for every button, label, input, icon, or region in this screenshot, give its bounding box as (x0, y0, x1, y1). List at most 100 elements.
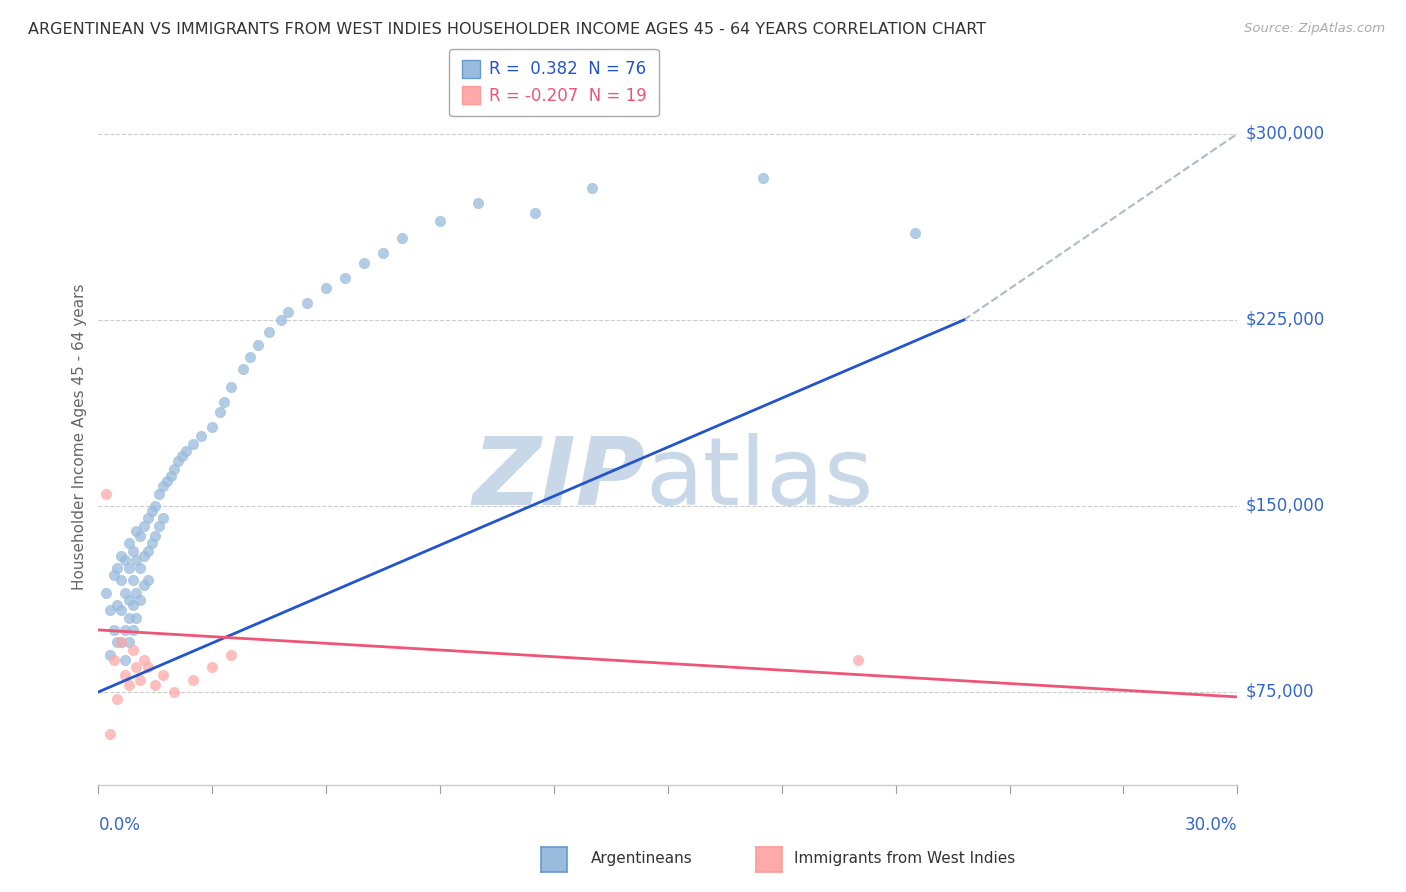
Text: Immigrants from West Indies: Immigrants from West Indies (794, 851, 1015, 865)
Point (846, 653, 869, 667)
Point (121, 642, 143, 657)
Text: $75,000: $75,000 (1246, 683, 1315, 701)
Point (141, 504, 163, 518)
Point (118, 593, 141, 607)
Point (125, 585, 148, 599)
Text: 0.0%: 0.0% (98, 816, 141, 834)
Point (118, 610, 141, 624)
Point (183, 673, 205, 687)
Point (110, 635, 132, 649)
Point (148, 486, 170, 500)
Point (129, 673, 152, 687)
Point (221, 380, 243, 394)
Point (335, 270, 357, 285)
Point (110, 574, 132, 588)
Point (212, 394, 235, 409)
Y-axis label: Householder Income Ages 45 - 64 years: Householder Income Ages 45 - 64 years (72, 284, 87, 591)
Point (277, 305, 299, 319)
Point (98, 603, 121, 617)
Point (524, 206, 547, 220)
Point (121, 598, 143, 612)
Point (429, 213, 451, 227)
Point (125, 610, 148, 624)
Point (467, 196, 489, 211)
Point (174, 444, 197, 458)
Text: $150,000: $150,000 (1246, 497, 1324, 515)
Point (152, 511, 174, 525)
Point (353, 256, 375, 270)
Point (125, 524, 148, 538)
Point (110, 549, 132, 563)
Text: ZIP: ZIP (472, 433, 645, 524)
Point (201, 660, 224, 674)
Text: ARGENTINEAN VS IMMIGRANTS FROM WEST INDIES HOUSEHOLDER INCOME AGES 45 - 64 YEARS: ARGENTINEAN VS IMMIGRANTS FROM WEST INDI… (28, 22, 986, 37)
Point (239, 350, 262, 364)
Point (246, 337, 269, 351)
Point (121, 574, 143, 588)
Point (159, 469, 181, 483)
Point (129, 561, 152, 575)
Point (221, 648, 243, 662)
Point (110, 635, 132, 649)
Point (125, 553, 148, 567)
Point (270, 313, 292, 327)
Text: $300,000: $300,000 (1246, 125, 1324, 143)
Point (121, 543, 143, 558)
Point (156, 474, 179, 488)
Point (118, 635, 141, 649)
Point (136, 511, 159, 525)
Point (167, 454, 190, 468)
Point (129, 593, 152, 607)
Point (136, 660, 159, 674)
Point (132, 653, 155, 667)
Point (315, 280, 337, 294)
Point (103, 653, 125, 667)
Point (132, 518, 155, 533)
Point (581, 181, 603, 195)
Point (110, 603, 132, 617)
Point (232, 362, 254, 376)
Point (148, 518, 170, 533)
Point (163, 685, 186, 699)
Point (141, 536, 163, 550)
Point (132, 549, 155, 563)
Point (103, 568, 125, 582)
Point (114, 653, 136, 667)
Point (136, 574, 159, 588)
Point (201, 419, 224, 434)
Point (103, 623, 125, 637)
Point (121, 623, 143, 637)
Point (118, 561, 141, 575)
Point (132, 578, 155, 592)
Point (152, 667, 174, 681)
Point (208, 404, 231, 418)
Text: 30.0%: 30.0% (1185, 816, 1237, 834)
Point (98, 727, 121, 741)
Point (152, 479, 174, 493)
Legend: R =  0.382  N = 76, R = -0.207  N = 19: R = 0.382 N = 76, R = -0.207 N = 19 (450, 49, 658, 117)
Point (94, 486, 117, 500)
Point (107, 561, 129, 575)
Text: Argentineans: Argentineans (591, 851, 692, 865)
Point (114, 585, 136, 599)
Point (94, 585, 117, 599)
Point (114, 667, 136, 681)
Point (145, 677, 167, 691)
Point (118, 536, 141, 550)
Point (752, 171, 775, 186)
Point (114, 553, 136, 567)
Point (190, 429, 212, 443)
Point (259, 326, 281, 340)
Point (107, 692, 129, 706)
Point (118, 677, 141, 691)
Point (98, 648, 121, 662)
Point (297, 295, 319, 310)
Point (371, 246, 394, 260)
Text: $225,000: $225,000 (1246, 311, 1324, 329)
Point (145, 499, 167, 513)
Point (391, 231, 413, 245)
Point (145, 529, 167, 543)
Point (107, 598, 129, 612)
Point (163, 461, 186, 475)
Point (170, 450, 193, 464)
